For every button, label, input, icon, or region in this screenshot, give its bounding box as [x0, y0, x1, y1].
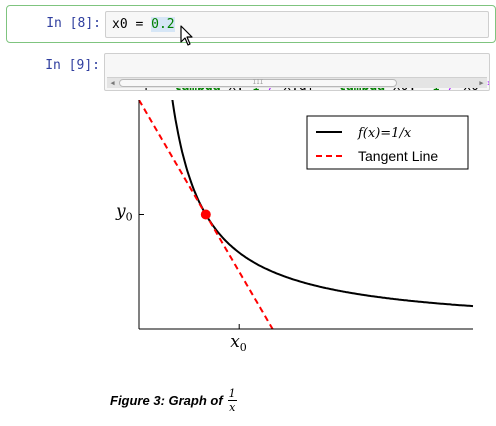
scrollbar-grip: III	[252, 79, 264, 86]
cell-prompt: In [8]:	[46, 16, 101, 31]
x-tick-label: x0	[230, 332, 247, 354]
code-cell-8[interactable]: In [8]: x0 = 0.2	[6, 5, 496, 46]
tangent-point	[200, 209, 211, 220]
cell-prompt: In [9]:	[45, 58, 100, 73]
figure-caption: Figure 3: Graph of 1 x	[110, 382, 237, 418]
scroll-right-arrow-icon[interactable]: ▶	[479, 79, 484, 87]
code-cell-9[interactable]: In [9]: f = lambda x: 1 / x;df = lambda …	[6, 50, 496, 92]
y-tick-label: y0	[115, 202, 133, 224]
code-editor[interactable]: f = lambda x: 1 / x;df = lambda x0: -1 /…	[104, 53, 490, 91]
mouse-cursor-icon	[180, 25, 193, 46]
caption-fraction: 1 x	[227, 386, 237, 414]
fraction-denominator: x	[229, 400, 236, 414]
series-line-curve	[171, 100, 474, 308]
code-token	[143, 17, 151, 32]
legend-label-tangent: Tangent Line	[358, 148, 438, 164]
scroll-left-arrow-icon[interactable]: ◀	[110, 79, 115, 87]
caption-text: Figure 3: Graph of	[110, 392, 223, 408]
code-line: x0 = 0.2	[112, 17, 175, 32]
plot-output: x0 y0 f(x)=1/x Tangent Line	[115, 100, 474, 354]
code-token: =	[135, 17, 144, 32]
legend: f(x)=1/x Tangent Line	[306, 115, 469, 170]
code-token: **	[487, 79, 489, 90]
code-token: 0.2	[151, 17, 175, 32]
horizontal-scrollbar[interactable]: ◀ III ▶	[107, 77, 487, 88]
code-editor[interactable]: x0 = 0.2	[105, 11, 489, 38]
fraction-numerator: 1	[228, 386, 236, 400]
scrollbar-thumb[interactable]: III	[119, 79, 397, 87]
legend-label-curve: f(x)=1/x	[357, 126, 412, 141]
code-token: x0	[112, 17, 136, 32]
